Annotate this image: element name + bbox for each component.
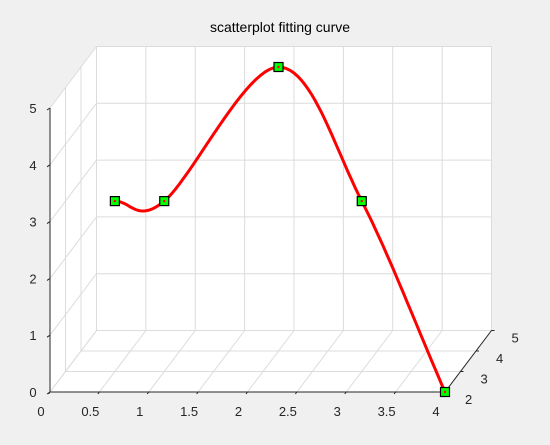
x-tick [196,391,199,395]
curve-node [360,199,363,203]
axes-background [50,46,492,392]
z-tick [46,164,51,168]
z-tick [46,277,51,281]
x-tick-label: 3 [334,404,341,419]
y-tick-label: 4 [496,351,503,366]
grid-line [49,216,97,279]
z-tick-label: 2 [29,271,36,286]
y-axis-line [444,330,492,393]
x-tick-label: 1 [136,404,143,419]
y-tick-label: 5 [512,331,519,346]
grid-line [49,46,97,109]
x-tick-label: 4 [432,404,439,419]
z-tick [46,107,51,111]
grid-line [395,330,443,393]
grid-line [247,330,295,393]
grid-line [49,330,97,393]
z-tick-label: 5 [29,101,36,116]
grid-line [296,330,344,393]
x-tick-label: 1.5 [180,404,198,419]
z-tick-label: 3 [29,215,36,230]
z-tick-label: 0 [29,385,36,400]
y-tick-label: 3 [481,372,488,387]
x-tick-label: 0.5 [81,404,99,419]
z-tick [46,221,51,225]
curve-node [277,65,280,69]
grid-line [148,330,196,393]
grid-line [98,330,147,393]
x-tick [146,391,150,395]
scatter-points [109,61,451,398]
z-tick [46,334,51,338]
grid-line [197,330,246,393]
grid-line [345,330,394,393]
curve-node [163,199,166,203]
x-tick-label: 0 [37,404,44,419]
chart-title: scatterplot fitting curve [210,19,350,35]
z-tick-label: 4 [29,158,36,173]
curve-node [113,199,117,203]
x-tick [294,391,298,395]
x-tick-label: 2 [235,404,242,419]
y-tick-label: 2 [465,392,472,407]
z-tick-labels: 0 1 2 3 4 5 [29,101,36,400]
z-tick-label: 1 [29,328,36,343]
x-tick-labels: 0 0.5 1 1.5 2 2.5 3 3.5 4 [37,404,439,419]
curve-node [443,390,447,394]
axis-lines [46,107,495,395]
z-tick [46,391,51,395]
x-tick [245,391,248,395]
grid-lines [49,46,492,393]
grid-line [49,159,97,222]
x-tick-label: 2.5 [279,404,297,419]
x-tick [344,391,347,395]
grid-line [49,273,97,336]
x-tick-label: 3.5 [378,404,396,419]
grid-line [49,102,97,166]
x-tick [393,391,397,395]
x-tick [97,391,100,395]
